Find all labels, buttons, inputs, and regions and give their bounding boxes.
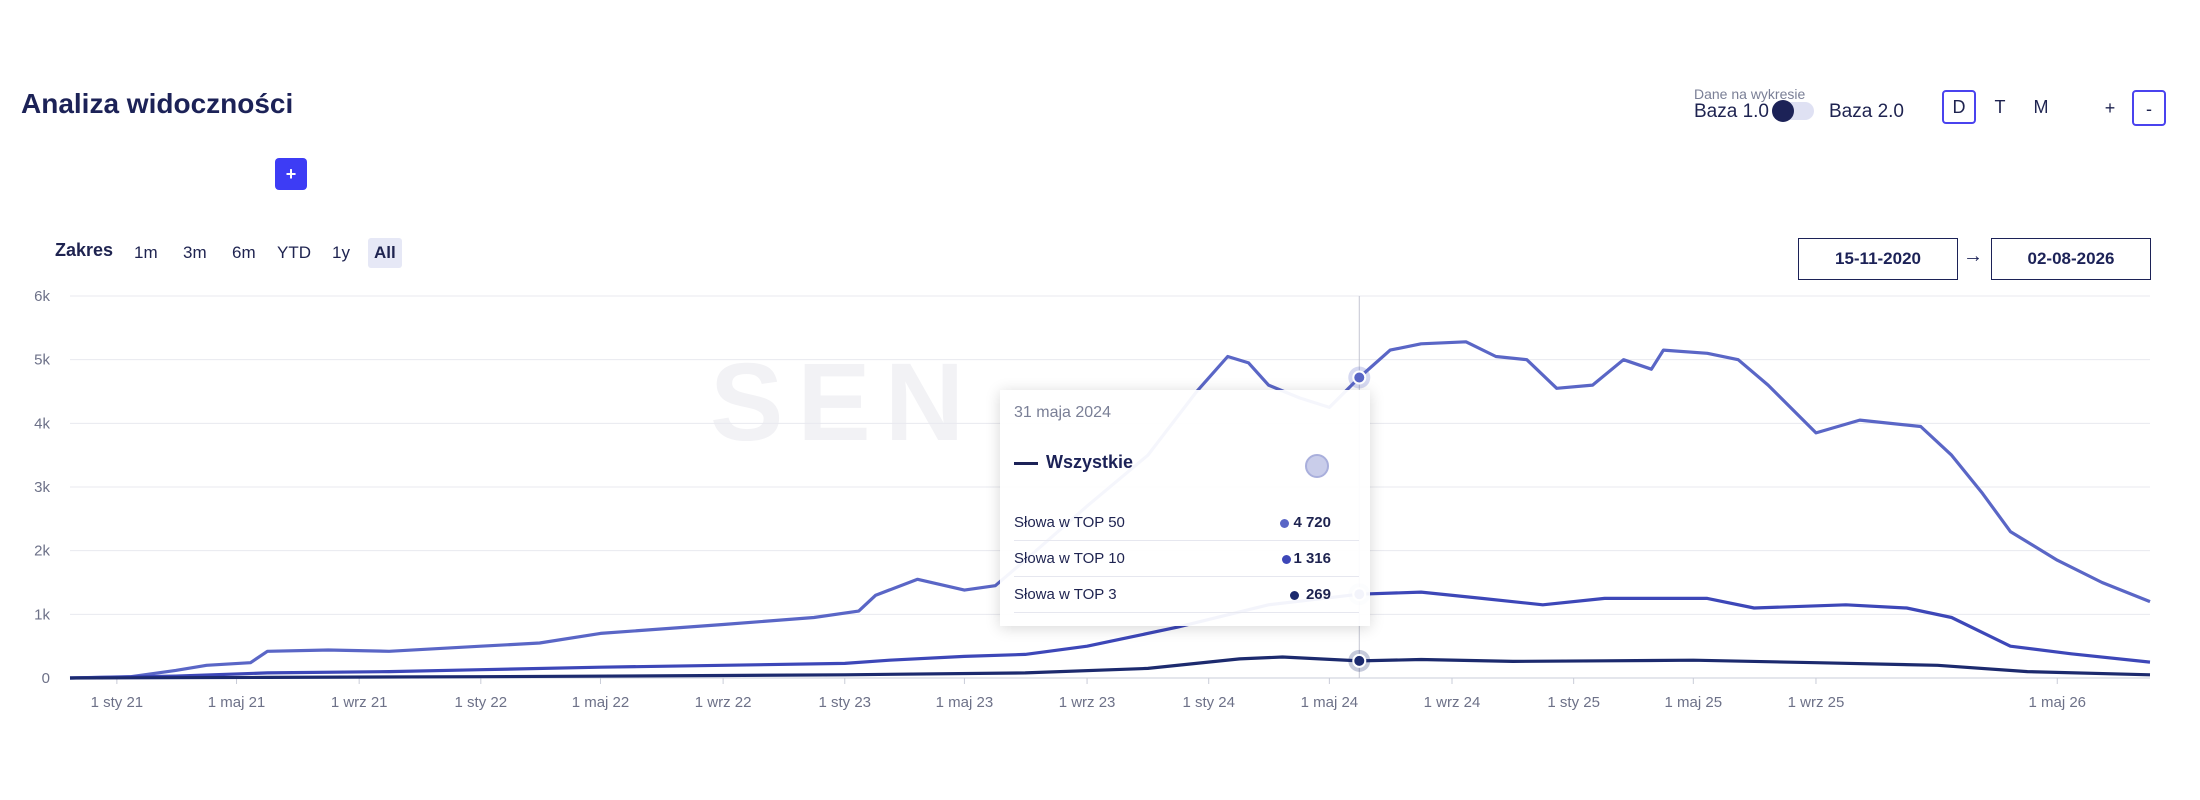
tooltip-row-top10: Słowa w TOP 10 1 316 <box>1014 540 1359 577</box>
marker-point <box>1352 370 1367 385</box>
y-tick-label: 3k <box>34 479 50 496</box>
tooltip-row-value: 1 316 <box>1293 550 1331 567</box>
range-1y-button[interactable]: 1y <box>326 238 356 268</box>
x-tick-label: 1 maj 21 <box>208 694 266 711</box>
range-ytd-button[interactable]: YTD <box>271 238 317 268</box>
granularity-week-button[interactable]: T <box>1983 90 2017 124</box>
y-tick-label: 5k <box>34 352 50 369</box>
tooltip-row-top3: Słowa w TOP 3 269 <box>1014 576 1359 613</box>
series-dot <box>1290 591 1299 600</box>
toggle-knob <box>1772 100 1794 122</box>
data-caption: Dane na wykresie <box>1694 86 1806 102</box>
x-tick-label: 1 sty 25 <box>1547 694 1600 711</box>
granularity-day-button[interactable]: D <box>1942 90 1976 124</box>
series-line-3 <box>69 655 2151 680</box>
x-tick-label: 1 sty 24 <box>1182 694 1235 711</box>
page-title: Analiza widoczności <box>21 88 294 119</box>
base-1-label: Baza 1.0 <box>1694 101 1769 122</box>
tooltip-series-line <box>1014 462 1038 465</box>
date-to-field[interactable]: 02-08-2026 <box>1991 238 2151 280</box>
zoom-out-button[interactable]: - <box>2132 90 2166 126</box>
x-tick-label: 1 wrz 22 <box>695 694 752 711</box>
add-button[interactable]: + <box>275 158 307 190</box>
x-tick-label: 1 maj 26 <box>2028 694 2086 711</box>
x-tick-label: 1 sty 21 <box>91 694 144 711</box>
chart-tooltip: 31 maja 2024 Wszystkie Słowa w TOP 50 4 … <box>1000 390 1370 626</box>
x-tick-label: 1 wrz 24 <box>1424 694 1481 711</box>
y-tick-label: 2k <box>34 543 50 560</box>
tooltip-row-top50: Słowa w TOP 50 4 720 <box>1014 504 1359 541</box>
tooltip-series-name: Wszystkie <box>1046 452 1134 472</box>
watermark: SEN <box>710 341 978 464</box>
tooltip-row-label: Słowa w TOP 3 <box>1014 586 1117 603</box>
x-tick-label: 1 sty 22 <box>455 694 508 711</box>
zoom-in-button[interactable]: + <box>2093 90 2127 126</box>
series-dot <box>1282 555 1291 564</box>
y-tick-label: 4k <box>34 415 50 432</box>
x-tick-label: 1 maj 23 <box>936 694 994 711</box>
tooltip-row-value: 269 <box>1305 586 1331 603</box>
x-tick-label: 1 maj 24 <box>1301 694 1359 711</box>
series-dot <box>1280 519 1289 528</box>
granularity-month-button[interactable]: M <box>2024 90 2058 124</box>
tooltip-row-label: Słowa w TOP 10 <box>1014 550 1125 567</box>
tooltip-row-value: 4 720 <box>1293 514 1331 531</box>
date-range-arrow: → <box>1963 245 1983 267</box>
y-tick-label: 6k <box>34 288 50 305</box>
base-2-label: Baza 2.0 <box>1829 101 1904 122</box>
x-tick-label: 1 wrz 21 <box>331 694 388 711</box>
y-tick-label: 0 <box>42 670 50 687</box>
range-6m-button[interactable]: 6m <box>226 238 262 268</box>
range-label: Zakres <box>55 240 114 260</box>
base-toggle[interactable] <box>1772 100 1814 122</box>
x-tick-label: 1 wrz 23 <box>1059 694 1116 711</box>
x-tick-label: 1 sty 23 <box>818 694 871 711</box>
y-tick-label: 1k <box>34 606 50 623</box>
tooltip-row-label: Słowa w TOP 50 <box>1014 514 1125 531</box>
x-tick-label: 1 maj 22 <box>572 694 630 711</box>
tooltip-date: 31 maja 2024 <box>1014 404 1111 421</box>
x-tick-label: 1 wrz 25 <box>1788 694 1845 711</box>
globe-icon <box>1305 454 1329 478</box>
range-all-button[interactable]: All <box>368 238 402 268</box>
range-1m-button[interactable]: 1m <box>128 238 164 268</box>
marker-point <box>1352 653 1367 668</box>
range-3m-button[interactable]: 3m <box>177 238 213 268</box>
x-tick-label: 1 maj 25 <box>1665 694 1723 711</box>
date-from-field[interactable]: 15-11-2020 <box>1798 238 1958 280</box>
